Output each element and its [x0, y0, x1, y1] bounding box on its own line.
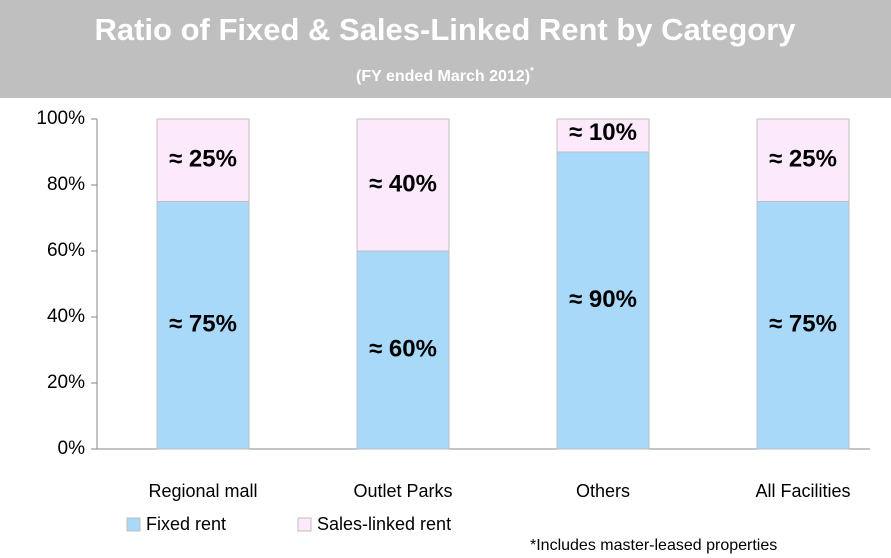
value-label: ≈ 40% [369, 170, 437, 197]
subtitle-mark: * [530, 66, 534, 77]
bar-segment [356, 118, 450, 252]
value-label: ≈ 75% [169, 311, 237, 338]
value-label: ≈ 10% [569, 119, 637, 146]
subtitle-text: (FY ended March 2012) [356, 68, 530, 85]
bar-segment [356, 250, 450, 450]
y-tick-label: 80% [47, 174, 85, 195]
legend-swatch [297, 517, 312, 532]
y-tick-label: 100% [36, 108, 85, 129]
x-tick-label: Outlet Parks [353, 481, 452, 501]
x-tick-label: All Facilities [755, 481, 850, 501]
bar-segment [756, 118, 850, 202]
y-tick-label: 0% [58, 438, 86, 459]
value-label: ≈ 25% [769, 146, 837, 173]
bar-segment [156, 118, 250, 202]
value-label: ≈ 75% [769, 311, 837, 338]
legend-label: Sales-linked rent [317, 514, 451, 534]
value-label: ≈ 90% [569, 286, 637, 313]
x-tick-label: Others [576, 481, 630, 501]
y-tick-label: 40% [47, 306, 85, 327]
y-tick-label: 20% [47, 372, 85, 393]
chart-title: Ratio of Fixed & Sales-Linked Rent by Ca… [94, 12, 796, 47]
bar-segment [756, 201, 850, 450]
x-tick-label: Regional mall [148, 481, 257, 501]
legend-label: Fixed rent [146, 514, 226, 534]
bar-segment [556, 151, 650, 450]
value-label: ≈ 25% [169, 146, 237, 173]
bar-segment [156, 201, 250, 450]
footnote: *Includes master-leased properties [530, 537, 777, 554]
legend-swatch [126, 517, 141, 532]
y-tick-label: 60% [47, 240, 85, 261]
chart-subtitle: (FY ended March 2012)* [356, 66, 534, 86]
title-band [0, 0, 891, 98]
bar-segment [556, 118, 650, 153]
value-label: ≈ 60% [369, 335, 437, 362]
